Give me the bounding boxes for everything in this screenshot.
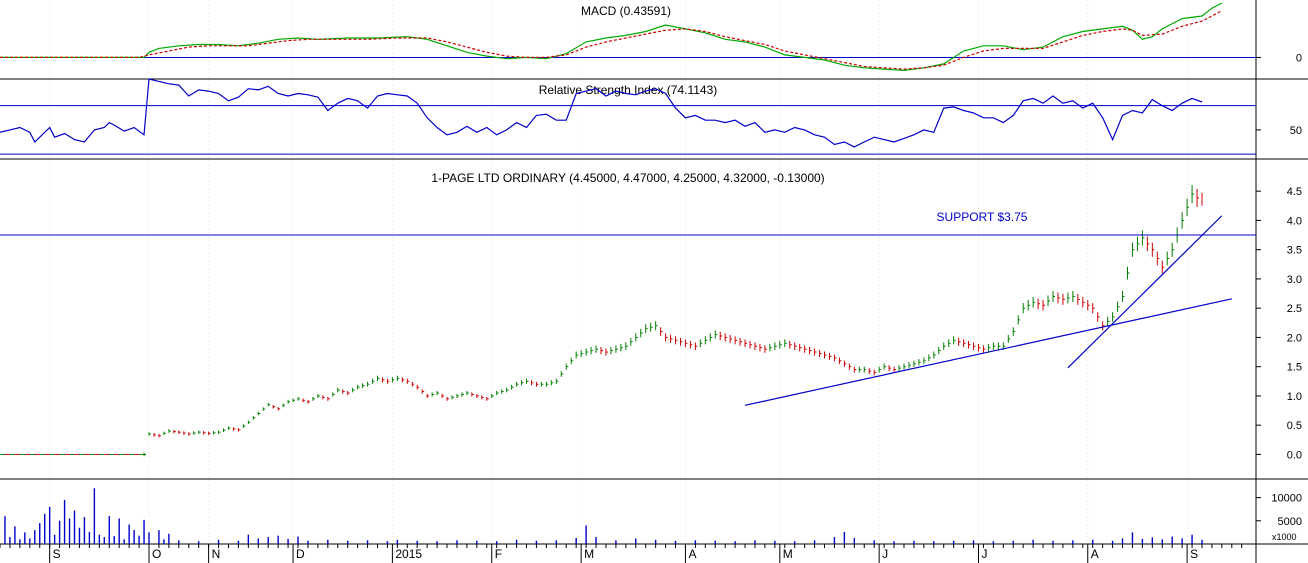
- volume-y-axis: 10000 5000: [1256, 493, 1302, 528]
- x-tick-label: A: [1091, 547, 1099, 561]
- x-tick-label: O: [152, 547, 161, 561]
- x-tick-label: A: [688, 547, 696, 561]
- price-panel: 1-PAGE LTD ORDINARY (4.45000, 4.47000, 4…: [0, 171, 1302, 461]
- y-tick-label: 50: [1290, 125, 1302, 137]
- y-tick-label: 3.5: [1287, 245, 1302, 257]
- y-tick-label: 2.5: [1287, 303, 1302, 315]
- x-tick-label: J: [981, 547, 987, 561]
- y-tick-label: 10000: [1271, 493, 1302, 505]
- price-title: 1-PAGE LTD ORDINARY (4.45000, 4.47000, 4…: [431, 171, 824, 185]
- x-tick-label: J: [882, 547, 888, 561]
- y-tick-label: 3.0: [1287, 274, 1302, 286]
- x-tick-label: 2015: [395, 547, 422, 561]
- rsi-lines: [0, 78, 1256, 155]
- rsi-y-axis: 50: [1256, 125, 1302, 137]
- y-tick-label: 0.0: [1287, 449, 1302, 461]
- y-tick-label: 1.5: [1287, 362, 1302, 374]
- x-tick-label: S: [53, 547, 61, 561]
- volume-bars: [4, 488, 1203, 544]
- macd-macd-line: [0, 2, 1223, 72]
- trendline: [1067, 215, 1223, 369]
- vertical-gridlines: [49, 0, 1188, 544]
- y-tick-label: 4.0: [1287, 215, 1302, 227]
- price-bars: [0, 184, 1203, 457]
- volume-panel: 10000 5000 x1000: [4, 488, 1302, 544]
- macd-panel: MACD (0.43591) 0: [0, 2, 1302, 72]
- volume-unit-label: x1000: [1272, 532, 1297, 542]
- macd-signal-line: [0, 10, 1223, 70]
- price-y-axis: 0.0 0.5 1.0 1.5 2.0 2.5 3.0 3.5 4.0 4.5: [1256, 186, 1302, 461]
- macd-y-axis: 0: [1256, 52, 1302, 64]
- rsi-line: [0, 78, 1203, 148]
- support-annotation: SUPPORT $3.75: [937, 210, 1028, 224]
- x-tick-label: M: [584, 547, 594, 561]
- price-trendlines: [0, 215, 1256, 406]
- macd-lines: [0, 2, 1256, 72]
- y-tick-label: 5000: [1278, 516, 1302, 528]
- y-tick-label: 2.0: [1287, 332, 1302, 344]
- x-tick-label: F: [495, 547, 502, 561]
- y-tick-label: 1.0: [1287, 391, 1302, 403]
- x-tick-label: D: [296, 547, 305, 561]
- macd-title: MACD (0.43591): [581, 4, 671, 18]
- x-tick-label: S: [1190, 547, 1198, 561]
- y-tick-label: 0: [1296, 52, 1302, 64]
- x-tick-label: M: [783, 547, 793, 561]
- x-tick-label: N: [212, 547, 221, 561]
- trendline: [744, 298, 1232, 406]
- y-tick-label: 4.5: [1287, 186, 1302, 198]
- rsi-title: Relative Strength Index (74.1143): [539, 83, 718, 97]
- date-axis: S O N D 2015 F M A M J J A S: [0, 544, 1243, 563]
- rsi-panel: Relative Strength Index (74.1143) 50: [0, 78, 1302, 155]
- y-tick-label: 0.5: [1287, 420, 1302, 432]
